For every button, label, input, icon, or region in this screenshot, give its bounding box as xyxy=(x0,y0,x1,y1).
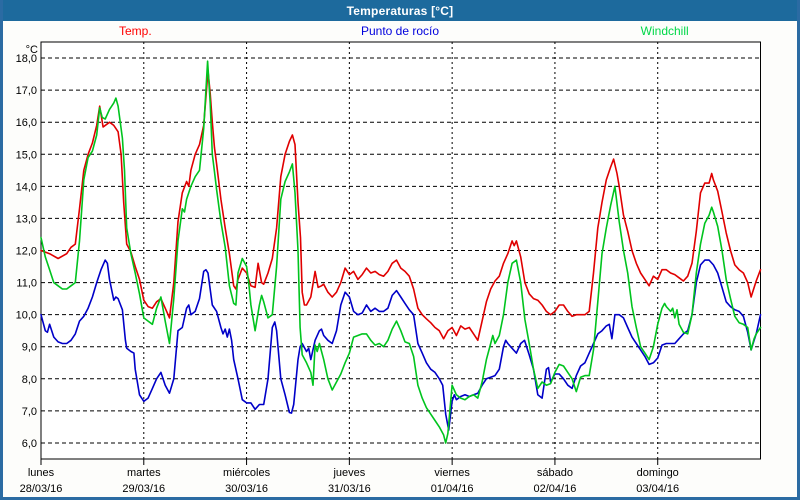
y-tick-label: 10,0 xyxy=(16,310,37,322)
x-day-date: 03/04/16 xyxy=(636,483,679,495)
x-day-date: 30/03/16 xyxy=(225,483,268,495)
y-tick-label: 13,0 xyxy=(16,213,37,225)
x-day-name: lunes xyxy=(28,467,55,479)
x-day-name: sábado xyxy=(537,467,573,479)
titlebar: Temperaturas [°C] xyxy=(3,0,797,21)
y-tick-label: 9,0 xyxy=(22,342,37,354)
series-line-temp xyxy=(40,70,762,342)
x-day-date: 28/03/16 xyxy=(20,483,63,495)
y-axis-unit-label: °C xyxy=(26,44,38,56)
x-day-name: domingo xyxy=(637,467,679,479)
y-tick-label: 17,0 xyxy=(16,85,37,97)
y-tick-label: 7,0 xyxy=(22,406,37,418)
y-tick-label: 12,0 xyxy=(16,246,37,258)
y-tick-label: 14,0 xyxy=(16,181,37,193)
legend-item-dew-point: Punto de rocío xyxy=(360,24,440,38)
x-day-name: jueves xyxy=(332,467,365,479)
x-day-date: 29/03/16 xyxy=(122,483,165,495)
y-tick-label: 8,0 xyxy=(22,374,37,386)
y-tick-label: 6,0 xyxy=(22,438,37,450)
series-line-dew xyxy=(40,259,762,431)
series-line-windchill xyxy=(40,60,762,444)
legend-item-temp: Temp. xyxy=(118,24,152,38)
x-day-date: 31/03/16 xyxy=(328,483,371,495)
x-day-name: martes xyxy=(127,467,161,479)
legend-item-windchill: Windchill xyxy=(640,24,689,38)
x-day-date: 01/04/16 xyxy=(431,483,474,495)
y-tick-label: 18,0 xyxy=(16,53,37,65)
y-tick-label: 11,0 xyxy=(16,278,37,290)
y-tick-label: 16,0 xyxy=(16,117,37,129)
chart-svg: 18,0 17,0 16,0 15,0 14,0 13,0 12,0 11,0 10,0 9,0 8… xyxy=(16,41,762,495)
x-day-date: 02/04/16 xyxy=(534,483,577,495)
window-title: Temperaturas [°C] xyxy=(346,3,454,18)
legend-row: Temp. Punto de rocío Windchill xyxy=(3,21,797,41)
y-tick-label: 15,0 xyxy=(16,149,37,161)
x-day-name: viernes xyxy=(434,467,470,479)
x-day-name: miércoles xyxy=(223,467,271,479)
